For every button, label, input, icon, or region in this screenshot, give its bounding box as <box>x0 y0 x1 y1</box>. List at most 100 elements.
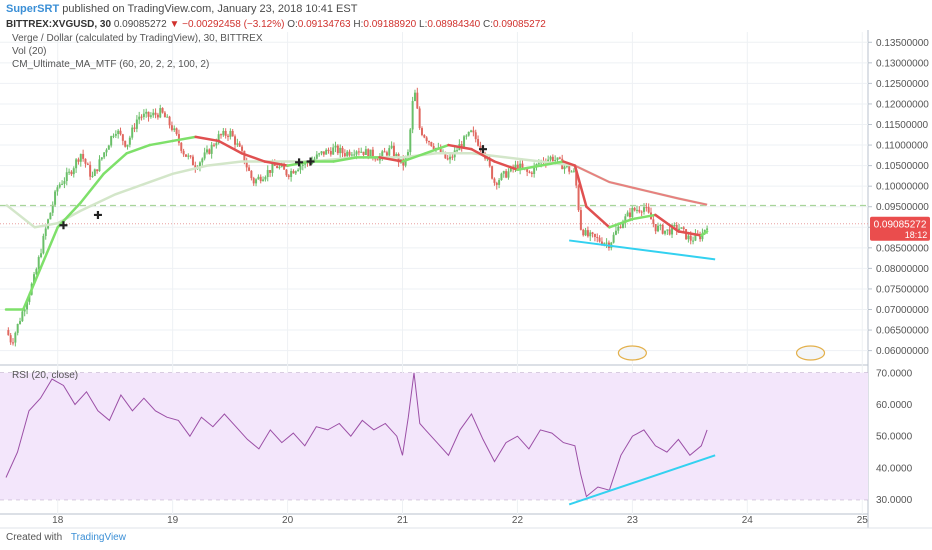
candle-body <box>519 163 522 170</box>
ma-fast-segment <box>171 135 197 143</box>
legend-volume[interactable]: Vol (20) <box>12 46 47 57</box>
legend-ma[interactable]: CM_Ultimate_MA_MTF (60, 20, 2, 2, 100, 2… <box>12 59 210 70</box>
candle-body <box>68 171 71 173</box>
candle-body <box>572 170 575 172</box>
support-trendline <box>569 239 716 261</box>
candle-body <box>147 111 150 117</box>
rsi-trendline <box>568 454 716 506</box>
candle-body <box>182 150 185 155</box>
candle-body <box>234 136 237 145</box>
candle-body <box>642 207 645 212</box>
candle-body <box>584 230 587 236</box>
candle-body <box>460 144 463 147</box>
candle-body <box>598 237 601 242</box>
candle-body <box>194 165 197 169</box>
candle-body <box>392 145 395 157</box>
candle-body <box>533 166 536 175</box>
candle-body <box>299 165 302 170</box>
candle-body <box>514 164 517 169</box>
candle-body <box>423 134 426 138</box>
candle-body <box>135 119 138 129</box>
candle-body <box>395 153 398 157</box>
candle-body <box>166 116 169 118</box>
ma-cross-icon <box>295 158 304 167</box>
price-tick-label: 0.12000000 <box>876 99 929 110</box>
candle-body <box>63 181 66 184</box>
candle-body <box>586 230 589 237</box>
candle-body <box>645 207 648 209</box>
candle-body <box>191 156 194 166</box>
rsi-tick-label: 40.0000 <box>876 463 913 474</box>
candle-body <box>175 128 178 135</box>
price-tick-label: 0.11000000 <box>876 141 929 152</box>
candle-body <box>44 228 47 236</box>
open-value: 0.09134763 <box>297 19 351 30</box>
candle-body <box>353 154 356 156</box>
ma-fast-segment <box>332 156 358 163</box>
candle-body <box>465 135 468 137</box>
candle-body <box>297 169 300 172</box>
rsi-tick-label: 70.0000 <box>876 368 913 379</box>
ma-fast-segment <box>631 213 657 221</box>
candle-body <box>110 136 113 146</box>
candle-series <box>7 87 709 347</box>
candle-body <box>612 234 615 243</box>
candle-body <box>577 185 580 211</box>
ma-fast-segment <box>585 205 611 229</box>
candle-body <box>507 171 510 178</box>
ma-fast-segment <box>447 143 473 151</box>
tradingview-logo[interactable]: TradingView <box>70 532 126 543</box>
candle-body <box>119 130 122 135</box>
candle-body <box>659 224 662 226</box>
candle-body <box>227 135 230 137</box>
legend-rsi[interactable]: RSI (20, close) <box>12 370 79 381</box>
price-tick-label: 0.08500000 <box>876 243 929 254</box>
candle-body <box>238 143 241 147</box>
candle-body <box>61 183 64 185</box>
candle-body <box>56 187 59 192</box>
candle-body <box>126 144 129 147</box>
candle-body <box>472 130 475 133</box>
candle-body <box>255 179 258 184</box>
candle-body <box>685 229 688 240</box>
candle-body <box>628 212 631 218</box>
candle-body <box>243 150 246 163</box>
low-label: L: <box>419 19 428 30</box>
candle-body <box>411 101 414 130</box>
price-tick-label: 0.08000000 <box>876 264 929 275</box>
price-badge <box>870 216 930 241</box>
candle-body <box>35 269 38 275</box>
candle-body <box>505 171 508 178</box>
candle-body <box>40 253 43 258</box>
candle-body <box>603 243 606 245</box>
candle-body <box>287 175 290 177</box>
candle-body <box>446 158 449 160</box>
change-arrow-icon: ▼ <box>169 19 180 30</box>
candle-body <box>189 155 192 157</box>
ma-fast-segment <box>539 160 565 167</box>
legend-symbol[interactable]: Verge / Dollar (calculated by TradingVie… <box>12 33 263 44</box>
candle-body <box>203 152 206 159</box>
candle-body <box>14 332 17 343</box>
candle-body <box>320 151 323 154</box>
candle-body <box>687 235 690 240</box>
candle-body <box>54 191 57 205</box>
author-name[interactable]: SuperSRT <box>6 3 60 15</box>
candle-body <box>212 144 215 146</box>
candle-body <box>509 166 512 172</box>
candle-body <box>680 227 683 229</box>
candle-body <box>488 158 491 167</box>
candle-body <box>671 225 674 235</box>
ma-fast-segment <box>194 135 220 143</box>
candle-body <box>313 158 316 161</box>
ma-fast-segment <box>677 230 703 237</box>
candle-body <box>103 152 106 158</box>
candle-body <box>70 171 73 175</box>
candle-body <box>7 330 10 336</box>
candle-body <box>210 144 213 154</box>
candle-body <box>369 149 372 158</box>
candle-body <box>568 165 571 172</box>
candle-body <box>416 92 419 109</box>
price-tick-label: 0.10000000 <box>876 182 929 193</box>
